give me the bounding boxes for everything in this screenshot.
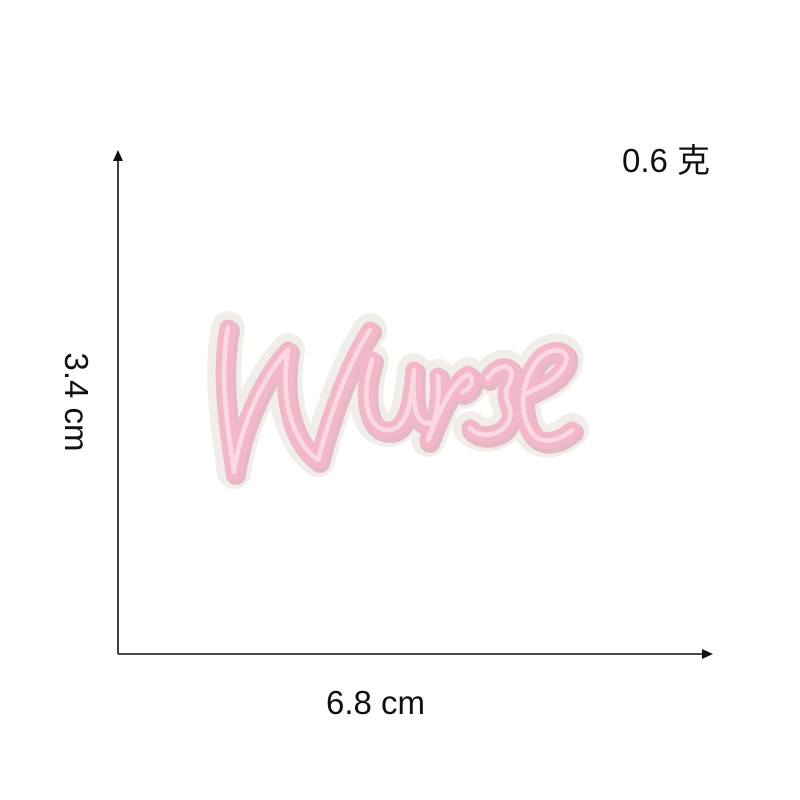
vertical-axis-arrow-icon	[113, 150, 123, 161]
nurse-embroidered-patch	[207, 311, 589, 489]
width-label: 6.8 cm	[326, 684, 426, 721]
horizontal-axis-arrow-icon	[702, 649, 713, 659]
height-label: 3.4 cm	[58, 352, 95, 452]
patch-thread-highlight	[221, 325, 575, 475]
weight-label: 0.6 克	[622, 142, 711, 179]
